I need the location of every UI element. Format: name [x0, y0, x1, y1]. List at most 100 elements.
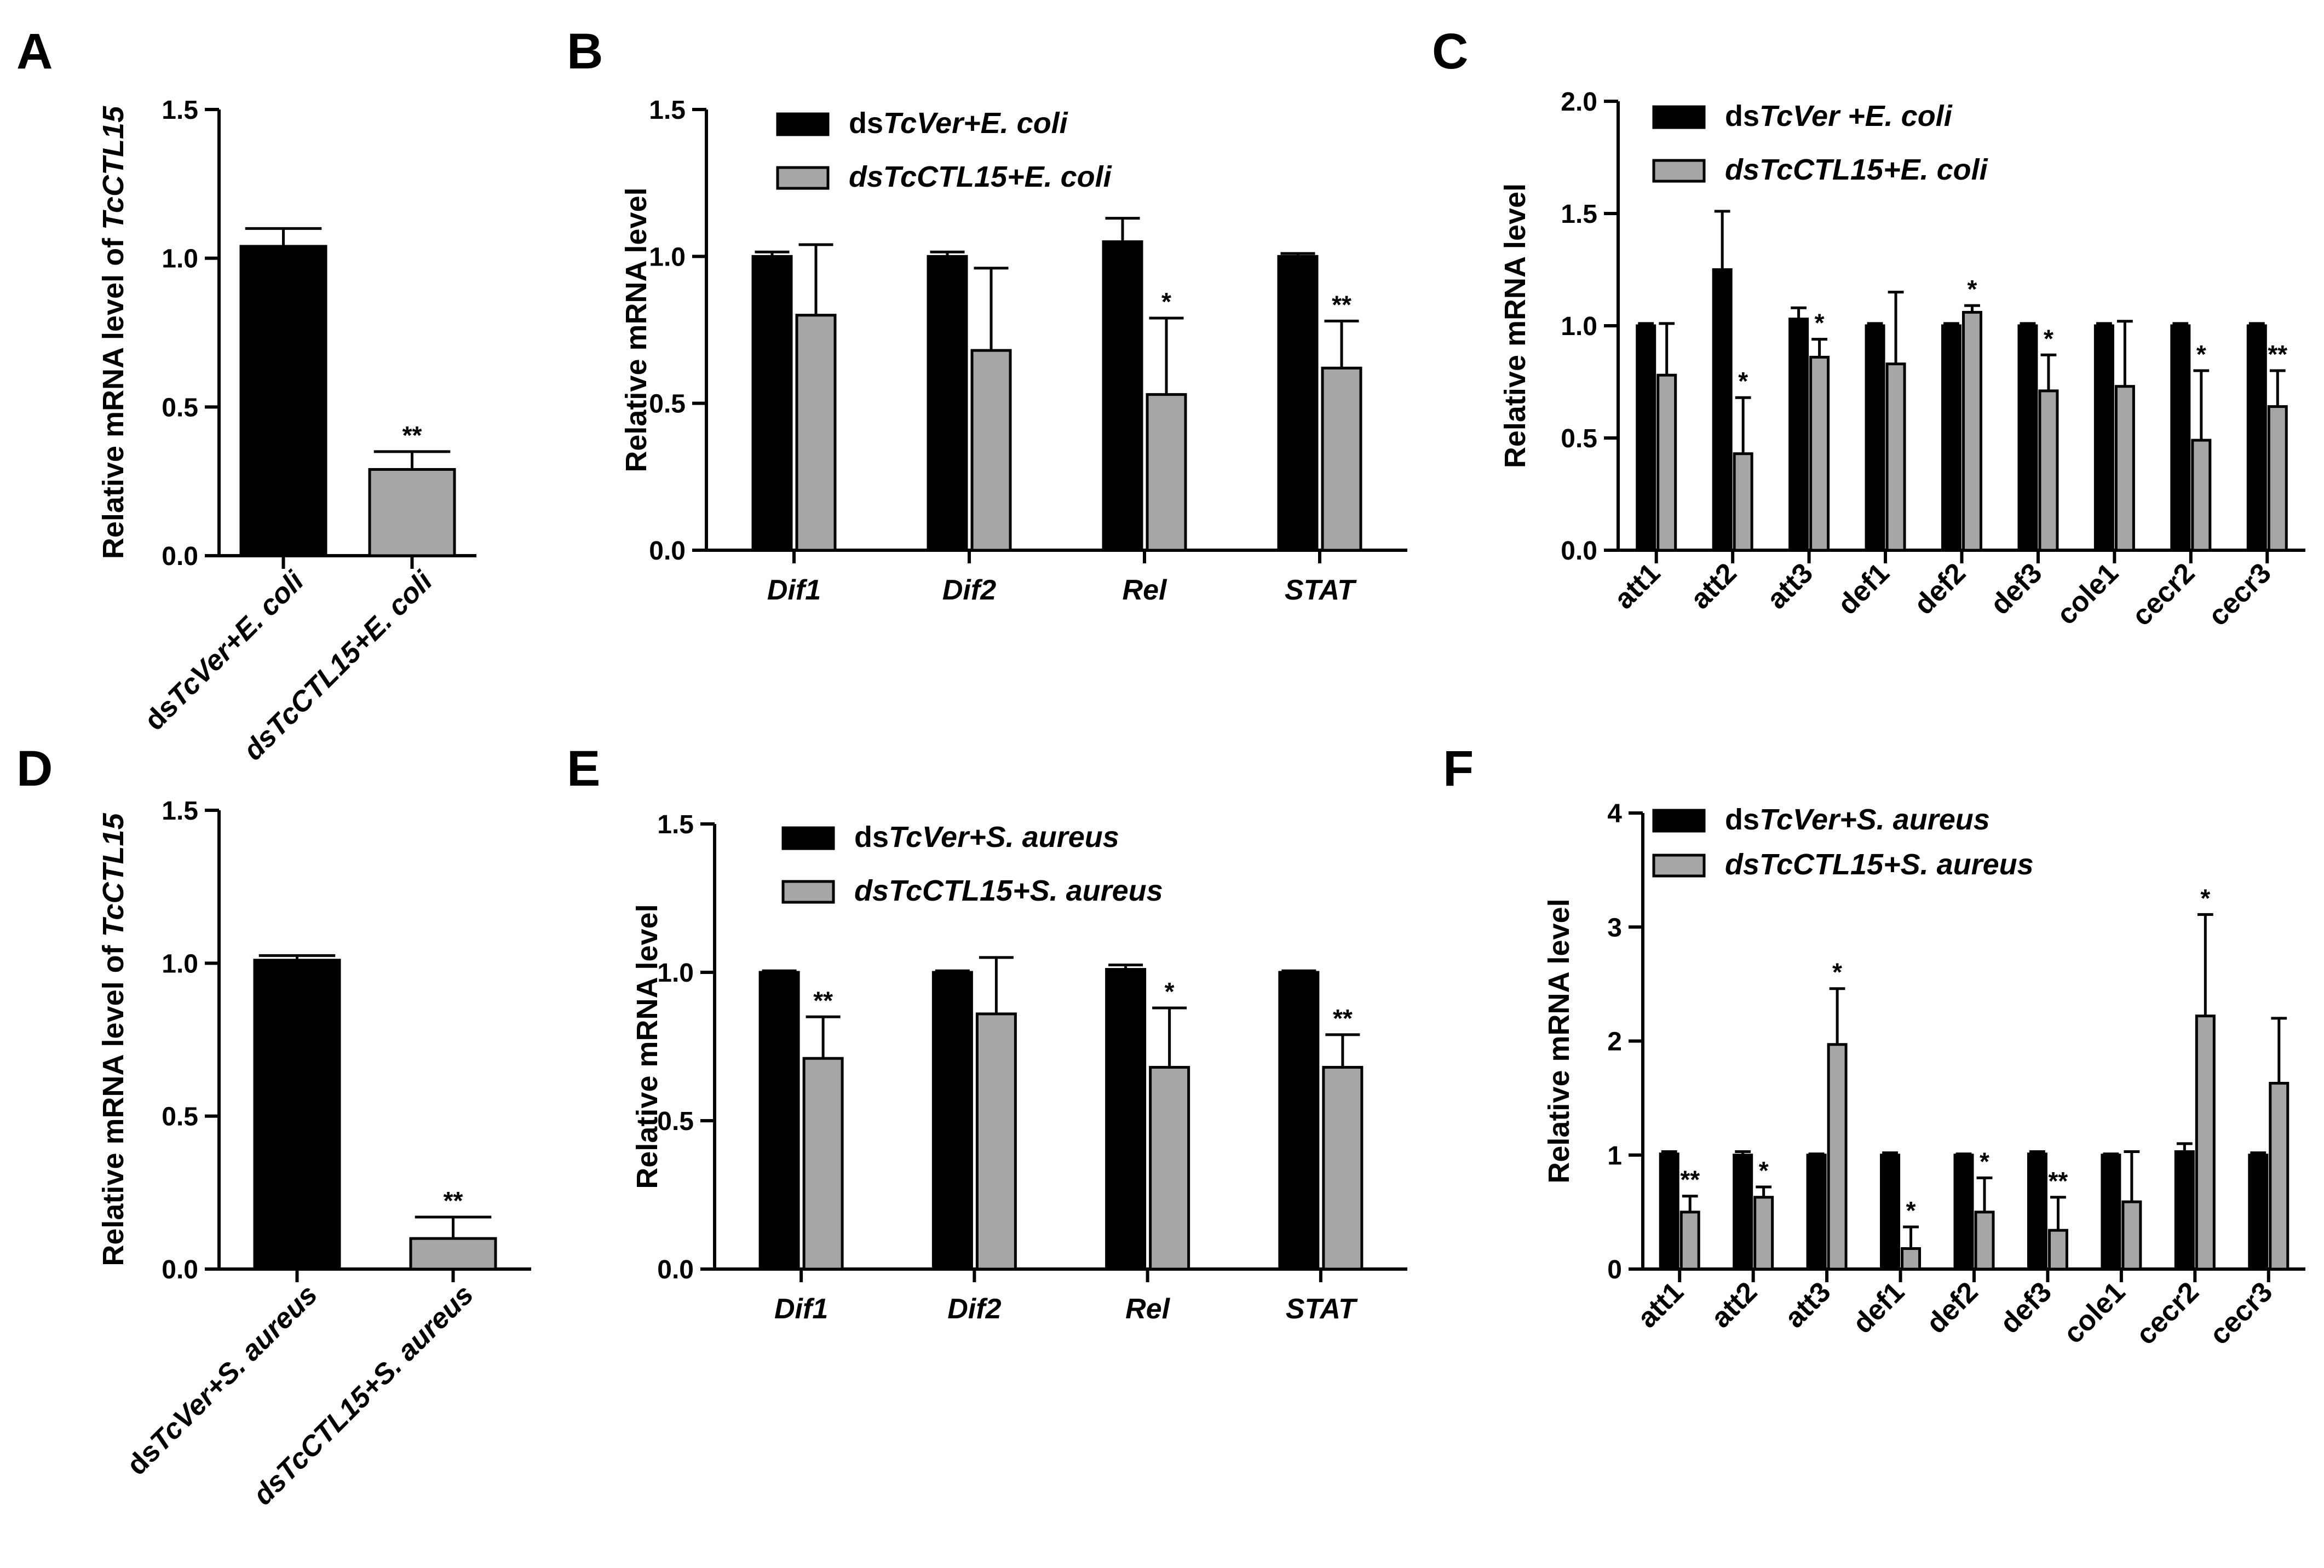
- bar-dstcctl15-s-aureus-def1: [1901, 1247, 1922, 1271]
- y-tick-label: 1.0: [162, 245, 198, 274]
- bar-dstcctl15-e-coli-dif1: [795, 314, 837, 552]
- x-category-label: def2: [1908, 557, 1972, 621]
- panel-letter: A: [16, 24, 53, 79]
- y-axis-title: Relative mRNA level of TcCTL15: [97, 106, 130, 559]
- x-category-label: cecr3: [2202, 557, 2277, 632]
- significance-mark: *: [1832, 958, 1842, 987]
- significance-mark: *: [2196, 340, 2206, 368]
- bar-dstcver-e-coli-att3: [1788, 318, 1809, 552]
- legend-swatch: [781, 880, 835, 904]
- legend-label: dsTcCTL15+E. coli: [1725, 153, 1988, 186]
- x-category-label: STAT: [1285, 574, 1357, 606]
- x-category-label: att2: [1705, 1276, 1763, 1334]
- x-category-label: Dif1: [767, 574, 821, 606]
- bar-dstcver-s-aureus-dif2: [931, 971, 973, 1271]
- bar-dstcctl15-s-aureus-stat: [1322, 1065, 1364, 1271]
- x-category-label: att3: [1779, 1276, 1837, 1334]
- x-category-label: Rel: [1125, 1293, 1170, 1325]
- bar-dstcver-e-coli-dif2: [927, 255, 968, 552]
- panel-e: E Relative mRNA level 0.0 0.5 1.0 1.5 ** Dif1 Di…: [567, 741, 1407, 1325]
- bar-dstcver-s-aureus-def2: [1953, 1154, 1974, 1271]
- legend-swatch: [776, 112, 830, 136]
- legend-swatch: [1652, 854, 1706, 878]
- bar-dstcctl15-s-aureus-def3: [2047, 1229, 2068, 1271]
- bar-dstcctl15-e-coli-att2: [1733, 452, 1753, 552]
- y-tick-label: 0.0: [657, 1255, 694, 1284]
- bar-dstcctl15-s-aureus-cecr2: [2195, 1014, 2216, 1271]
- panel-c: C Relative mRNA level 0.0 0.5 1.0 1.5 2.0 att1 *…: [1432, 24, 2305, 632]
- bar-dstcver-s-aureus-dif1: [758, 971, 800, 1271]
- legend-label: dsTcCTL15+S. aureus: [854, 874, 1163, 907]
- x-category-label: att1: [1608, 557, 1666, 615]
- significance-mark: **: [1332, 290, 1351, 319]
- legend-swatch: [1652, 105, 1706, 129]
- bar-dstcver-e-coli-att1: [1636, 324, 1656, 552]
- y-tick-label: 1.0: [657, 959, 694, 988]
- bar-dstcver-e-coli-stat: [1277, 255, 1319, 552]
- bar-dstcver-e-coli-cecr3: [2246, 324, 2267, 552]
- x-category-label: Dif2: [947, 1293, 1001, 1325]
- bar-dstcctl15-s-aureus-def2: [1974, 1210, 1995, 1271]
- y-tick-label: 0: [1607, 1255, 1622, 1284]
- y-tick-label: 1: [1607, 1142, 1622, 1171]
- y-tick-label: 0.0: [162, 542, 198, 571]
- y-tick-label: 1.0: [649, 243, 686, 272]
- panel-letter: B: [567, 24, 603, 79]
- bar-dstcctl15-e-coli-dif2: [970, 349, 1012, 552]
- bar-dstcver-s-aureus-cecr3: [2248, 1154, 2269, 1271]
- legend-swatch: [776, 166, 830, 190]
- bar-dstcver-s-aureus-att1: [1659, 1152, 1679, 1271]
- significance-mark: *: [1759, 1156, 1769, 1185]
- panel-letter: E: [567, 741, 600, 797]
- bar-dstcctl15-e-coli-def3: [2038, 389, 2059, 552]
- bar-dstcctl15-s-aureus-att1: [1679, 1210, 1700, 1271]
- legend-swatch: [1652, 809, 1706, 833]
- legend-label: dsTcVer +E. coli: [1725, 100, 1953, 132]
- y-tick-label: 2.0: [1561, 88, 1597, 117]
- bar-group-dstcctl15-s-aureus: [409, 1237, 497, 1271]
- bar-dstcver-e-coli-def1: [1865, 324, 1885, 552]
- bar-dstcver-s-aureus-cole1: [2101, 1154, 2121, 1271]
- bar-dstcctl15-s-aureus-cole1: [2121, 1200, 2142, 1271]
- x-category-label: STAT: [1286, 1293, 1358, 1325]
- y-tick-label: 1.5: [649, 96, 686, 125]
- legend-label: dsTcVer+S. aureus: [854, 821, 1119, 854]
- legend-label: dsTcVer+S. aureus: [1725, 803, 1990, 836]
- bar-dstcver-s-aureus-def3: [2027, 1152, 2047, 1271]
- x-category-label: def3: [1984, 557, 2049, 621]
- y-tick-label: 0.5: [162, 1103, 198, 1132]
- x-category-label: cole1: [2051, 557, 2125, 631]
- x-category-label: att1: [1631, 1276, 1689, 1334]
- legend-label: dsTcVer+E. coli: [849, 107, 1068, 140]
- y-tick-label: 1.5: [657, 810, 694, 839]
- y-tick-label: 0.5: [1561, 424, 1597, 453]
- y-axis-title: Relative mRNA level: [1499, 183, 1532, 468]
- bar-dstcver-s-aureus-def1: [1880, 1154, 1901, 1271]
- x-category-label: att2: [1684, 557, 1742, 615]
- significance-mark: *: [1968, 275, 1977, 303]
- legend-swatch: [1652, 159, 1706, 183]
- y-tick-label: 1.5: [162, 96, 198, 125]
- legend-swatch: [781, 826, 835, 850]
- bar-dstcctl15-s-aureus-cecr3: [2269, 1082, 2290, 1271]
- x-category-label: cecr2: [2126, 557, 2201, 632]
- bar-dstcctl15-e-coli-def2: [1962, 310, 1982, 552]
- bar-dstcver-e-coli-att2: [1712, 268, 1733, 552]
- bar-dstcctl15-e-coli-stat: [1321, 366, 1362, 552]
- bar-dstcctl15-e-coli-cole1: [2114, 385, 2135, 552]
- y-tick-label: 0.0: [162, 1255, 198, 1284]
- y-tick-label: 0.5: [657, 1107, 694, 1136]
- bar-dstcctl15-e-coli-cecr2: [2191, 439, 2212, 552]
- significance-mark: **: [1680, 1166, 1700, 1194]
- y-tick-label: 1.5: [162, 797, 198, 826]
- panel-b: B Relative mRNA level 0.0 0.5 1.0 1.5 Dif1 Dif2…: [567, 24, 1407, 606]
- bar-dstcctl15-e-coli-cecr3: [2267, 405, 2288, 552]
- x-category-label: cecr2: [2130, 1276, 2205, 1351]
- y-tick-label: 1.0: [1561, 312, 1597, 341]
- significance-mark: *: [1738, 367, 1748, 395]
- significance-mark: **: [813, 986, 833, 1014]
- significance-mark: *: [1906, 1196, 1916, 1225]
- bar-dstcctl15-s-aureus-rel: [1149, 1065, 1190, 1271]
- bar-dstcver-e-coli-rel: [1102, 240, 1143, 552]
